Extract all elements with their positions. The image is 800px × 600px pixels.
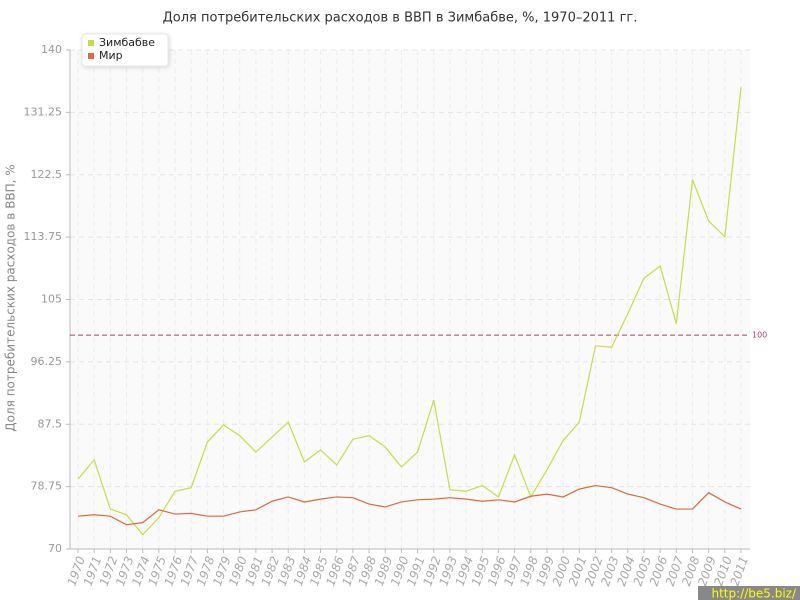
watermark-box	[698, 586, 800, 600]
y-tick-label: 70	[48, 542, 62, 555]
y-tick-label: 113.75	[24, 230, 63, 243]
reference-label: 100	[752, 331, 767, 340]
y-tick-label: 87.5	[38, 417, 63, 430]
y-tick-label: 122.5	[31, 168, 63, 181]
series-line	[77, 484, 742, 526]
series-line	[77, 87, 742, 536]
y-tick-label: 96.25	[31, 355, 63, 368]
y-tick-label: 140	[41, 43, 62, 56]
legend-label: Мир	[99, 49, 123, 62]
legend-swatch	[88, 40, 94, 46]
plot-area	[70, 50, 750, 549]
y-tick-label: 131.25	[24, 105, 63, 118]
legend-label: Зимбабве	[99, 36, 155, 49]
watermark: http://be5.biz/	[711, 587, 796, 600]
y-tick-label: 105	[41, 293, 62, 306]
legend-box	[81, 33, 169, 67]
chart-title: Доля потребительских расходов в ВВП в Зи…	[163, 11, 638, 26]
y-tick-label: 78.75	[31, 480, 63, 493]
legend-swatch	[88, 53, 94, 59]
y-axis-title: Доля потребительских расходов в ВВП, %	[4, 164, 18, 431]
